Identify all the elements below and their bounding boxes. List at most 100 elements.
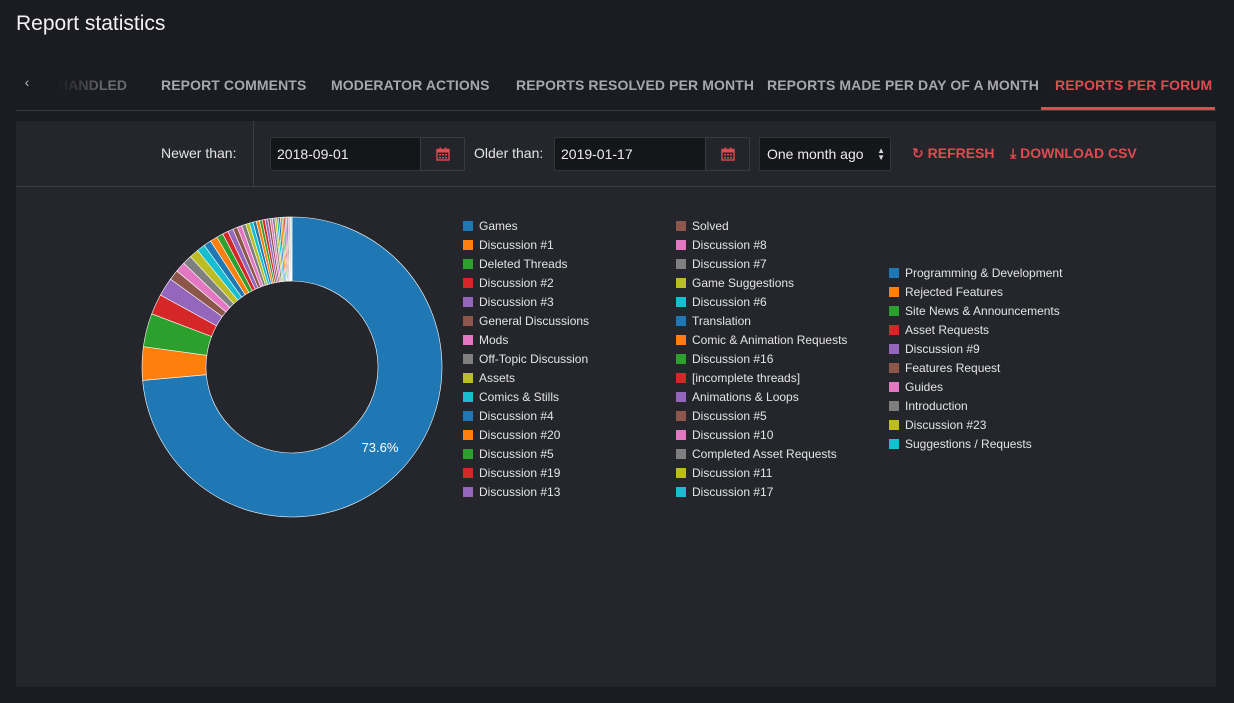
legend-item[interactable]: Discussion #1 [463,237,554,253]
date-range-value: One month ago [767,146,864,162]
download-csv-button[interactable]: ⤓ DOWNLOAD CSV [1010,145,1137,162]
legend-item[interactable]: Discussion #20 [463,427,560,443]
legend-item[interactable]: Discussion #6 [676,294,767,310]
newer-calendar-button[interactable] [420,137,465,171]
legend-item[interactable]: General Discussions [463,313,589,329]
older-calendar-button[interactable] [705,137,750,171]
legend-label: [incomplete threads] [692,371,801,385]
legend-label: Discussion #5 [479,447,554,461]
legend-swatch [463,278,473,288]
download-icon: ⤓ [1010,145,1017,161]
legend-label: Discussion #2 [479,276,554,290]
legend-label: Discussion #4 [479,409,554,423]
newer-than-label: Newer than: [161,145,237,161]
tab-reports-resolved-per-month[interactable]: REPORTS RESOLVED PER MONTH [516,77,755,93]
legend-item[interactable]: Guides [889,379,943,395]
legend-item[interactable]: Introduction [889,398,968,414]
legend-swatch [889,325,899,335]
legend-item[interactable]: Translation [676,313,751,329]
legend-swatch [676,392,686,402]
legend-item[interactable]: Discussion #10 [676,427,773,443]
legend-item[interactable]: Deleted Threads [463,256,568,272]
older-than-input[interactable] [554,137,706,171]
legend-swatch [676,430,686,440]
legend-item[interactable]: Discussion #4 [463,408,554,424]
legend-item[interactable]: Asset Requests [889,322,989,338]
legend-item[interactable]: Comic & Animation Requests [676,332,847,348]
legend-label: General Discussions [479,314,590,328]
legend-item[interactable]: Discussion #11 [676,465,772,481]
legend-item[interactable]: Discussion #5 [463,446,554,462]
legend-item[interactable]: Rejected Features [889,284,1003,300]
legend-label: Guides [905,380,944,394]
legend-item[interactable]: Programming & Development [889,265,1062,281]
legend-item[interactable]: Discussion #16 [676,351,773,367]
legend-swatch [463,221,473,231]
tab-reports-per-forum[interactable]: REPORTS PER FORUM [1055,77,1213,93]
legend-label: Discussion #1 [479,238,554,252]
select-arrows-icon: ▲ ▼ [877,146,885,162]
legend-item[interactable]: Discussion #2 [463,275,554,291]
tab-reports-made-per-day-of-a-month[interactable]: REPORTS MADE PER DAY OF A MONTH [767,77,1039,93]
legend-item[interactable]: Assets [463,370,515,386]
slice-data-label: 73.6% [362,440,399,455]
legend-swatch [676,335,686,345]
legend-swatch [463,411,473,421]
legend-item[interactable]: Completed Asset Requests [676,446,837,462]
tab-report-comments[interactable]: REPORT COMMENTS [161,77,307,93]
legend-item[interactable]: Mods [463,332,508,348]
legend-swatch [463,240,473,250]
legend-item[interactable]: Games [463,218,518,234]
newer-than-input[interactable] [270,137,421,171]
legend-swatch [463,297,473,307]
legend-swatch [463,449,473,459]
older-than-label: Older than: [474,145,544,161]
legend-item[interactable]: Animations & Loops [676,389,799,405]
legend-label: Off-Topic Discussion [479,352,589,366]
date-range-select[interactable]: One month ago ▲ ▼ [759,137,891,171]
legend-swatch [889,401,899,411]
legend-label: Discussion #17 [692,485,774,499]
legend-label: Introduction [905,399,968,413]
tab-handled[interactable]: HANDLED [58,77,128,93]
legend-swatch [676,240,686,250]
report-tabs: ‹ HANDLED REPORT COMMENTS MODERATOR ACTION… [16,62,1216,111]
legend-swatch [889,306,899,316]
legend-item[interactable]: Discussion #9 [889,341,980,357]
legend-label: Discussion #13 [479,485,561,499]
legend-swatch [676,373,686,383]
legend-item[interactable]: Game Suggestions [676,275,794,291]
tabs-scroll-left-button[interactable]: ‹ [24,74,30,90]
legend-item[interactable]: Discussion #3 [463,294,554,310]
donut-slice[interactable] [290,216,293,282]
legend-item[interactable]: Features Request [889,360,1000,376]
legend-item[interactable]: Solved [676,218,729,234]
download-label: DOWNLOAD CSV [1020,145,1137,161]
filter-divider [253,121,254,187]
legend-item[interactable]: Discussion #5 [676,408,767,424]
legend-item[interactable]: Discussion #19 [463,465,560,481]
legend-item[interactable]: Suggestions / Requests [889,436,1032,452]
legend-item[interactable]: Discussion #7 [676,256,767,272]
legend-item[interactable]: Discussion #17 [676,484,773,500]
report-panel: Newer than: Older than: One month ago [16,121,1216,687]
legend-item[interactable]: Off-Topic Discussion [463,351,588,367]
legend-label: Discussion #16 [692,352,774,366]
legend-label: Asset Requests [905,323,990,337]
legend-item[interactable]: Site News & Announcements [889,303,1060,319]
legend-swatch [676,278,686,288]
legend-swatch [463,392,473,402]
legend-swatch [676,297,686,307]
legend-item[interactable]: Comics & Stills [463,389,559,405]
refresh-button[interactable]: ↻ REFRESH [912,145,995,162]
legend-item[interactable]: Discussion #13 [463,484,560,500]
legend-swatch [463,430,473,440]
legend-label: Comics & Stills [479,390,560,404]
legend-swatch [676,259,686,269]
tab-moderator-actions[interactable]: MODERATOR ACTIONS [331,77,490,93]
legend-item[interactable]: Discussion #8 [676,237,767,253]
legend-swatch [889,363,899,373]
legend-item[interactable]: Discussion #23 [889,417,986,433]
legend-item[interactable]: [incomplete threads] [676,370,800,386]
donut-slice[interactable] [142,216,443,518]
